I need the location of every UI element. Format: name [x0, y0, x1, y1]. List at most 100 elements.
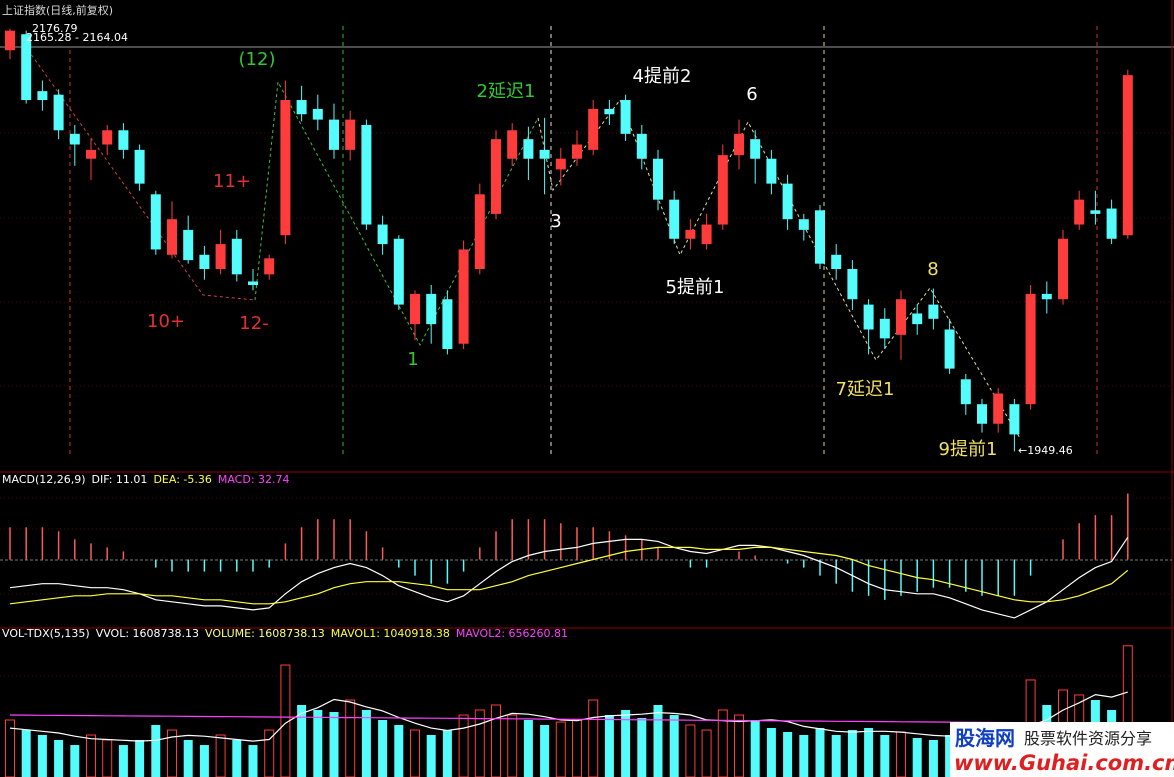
candle-body — [1090, 210, 1101, 214]
volume-bar — [297, 704, 307, 777]
annotation: 6 — [746, 84, 757, 105]
candle-body — [21, 34, 32, 101]
candle-body — [491, 139, 501, 214]
volume-bar — [118, 745, 128, 777]
candle-body — [653, 158, 663, 200]
candle-body — [296, 100, 307, 115]
candle-body — [1074, 199, 1085, 225]
volume-bar — [86, 734, 96, 777]
annotation: 5提前1 — [666, 277, 725, 298]
dea-line — [9, 546, 1129, 605]
volume-bar — [783, 731, 793, 777]
candle-body — [523, 139, 534, 159]
annotation: 12- — [239, 313, 268, 334]
candle-body — [685, 229, 696, 239]
volume-bar — [135, 739, 145, 777]
header-item: MAVOL1: 1040918.38 — [331, 627, 450, 640]
annotation: 10+ — [147, 311, 185, 332]
watermark-url: www.Guhai.com.cn — [954, 751, 1174, 775]
candle-body — [847, 269, 858, 300]
annotation: 3 — [550, 211, 561, 232]
price-label: 2165.28 - 2164.04 — [26, 31, 128, 44]
candle-body — [215, 244, 226, 270]
candle-body — [53, 94, 64, 131]
annotation: 11+ — [213, 171, 251, 192]
candle-body — [798, 219, 809, 230]
candle-body — [588, 108, 599, 150]
candle-body — [701, 224, 712, 245]
volume-bar — [669, 715, 679, 777]
candle-body — [248, 281, 258, 286]
candle-body — [102, 130, 113, 145]
volume-bar — [5, 719, 15, 777]
volume-bar — [864, 727, 874, 777]
candle-body — [815, 210, 825, 264]
candle-body — [507, 130, 518, 159]
volume-bar — [604, 715, 614, 777]
header-item: MACD: 32.74 — [218, 473, 290, 486]
volume-bar — [831, 735, 841, 777]
candle-body — [604, 108, 615, 115]
candle-body — [896, 299, 906, 335]
candle-body — [928, 304, 939, 319]
candle-body — [183, 229, 194, 261]
annotation: 8 — [927, 259, 938, 280]
volume-bar — [766, 727, 776, 777]
candle-body — [734, 133, 744, 156]
volume-bar — [215, 734, 226, 777]
candle-body — [474, 194, 485, 270]
candle-body — [134, 149, 145, 184]
volume-bar — [37, 735, 47, 777]
candle-body — [1106, 208, 1117, 239]
candle-body — [5, 30, 15, 51]
candle-body — [555, 158, 566, 170]
candle-body — [766, 158, 777, 184]
volume-bar — [21, 730, 31, 777]
wave-line — [254, 80, 539, 347]
marks — [5, 28, 1133, 777]
candle-body — [150, 194, 161, 250]
candle-body — [539, 149, 550, 159]
candle-body — [572, 144, 582, 159]
candle-body — [69, 133, 80, 145]
watermark-box — [950, 722, 1174, 777]
annotation: 2延迟1 — [477, 81, 536, 102]
candle-body — [280, 100, 291, 236]
header-item: DEA: -5.36 — [153, 473, 211, 486]
candle-body — [960, 379, 971, 405]
low-label: ←1949.46 — [1018, 444, 1073, 457]
candle-body — [86, 149, 96, 159]
volume-bar — [394, 724, 404, 777]
candle-body — [37, 91, 48, 101]
volume-bar — [540, 724, 550, 777]
candle-body — [1009, 404, 1020, 435]
volume-bar — [199, 745, 209, 777]
dif-line — [9, 536, 1129, 619]
candle-body — [750, 139, 761, 159]
candle-body — [118, 130, 129, 150]
volume-bar — [378, 719, 388, 777]
volume-bar — [361, 709, 371, 777]
candle-body — [831, 254, 842, 270]
volume-bar — [151, 724, 161, 777]
volume-bar — [572, 719, 582, 777]
header-item: VOL-TDX(5,135) — [2, 627, 90, 640]
annotations: (12) 11+ 10+ 12- 1 2延迟1 3 4提前2 5提前1 6 7延迟1 8 9提前1 — [147, 49, 997, 460]
candle-body — [620, 100, 631, 134]
watermark-logo: 股海网 — [955, 726, 1015, 750]
volume-bar — [491, 704, 501, 777]
annotation: 4提前2 — [633, 66, 692, 87]
annotation: (12) — [239, 49, 276, 70]
candle-body — [944, 329, 955, 369]
candle-body — [312, 108, 323, 120]
header-item: VVOL: 1608738.13 — [96, 627, 199, 640]
candle-body — [1041, 293, 1052, 300]
guide-lines — [0, 132, 1172, 677]
volume-bar — [523, 719, 533, 777]
candle-body — [442, 299, 453, 350]
volume-bar — [313, 709, 323, 777]
header-item: DIF: 11.01 — [92, 473, 148, 486]
